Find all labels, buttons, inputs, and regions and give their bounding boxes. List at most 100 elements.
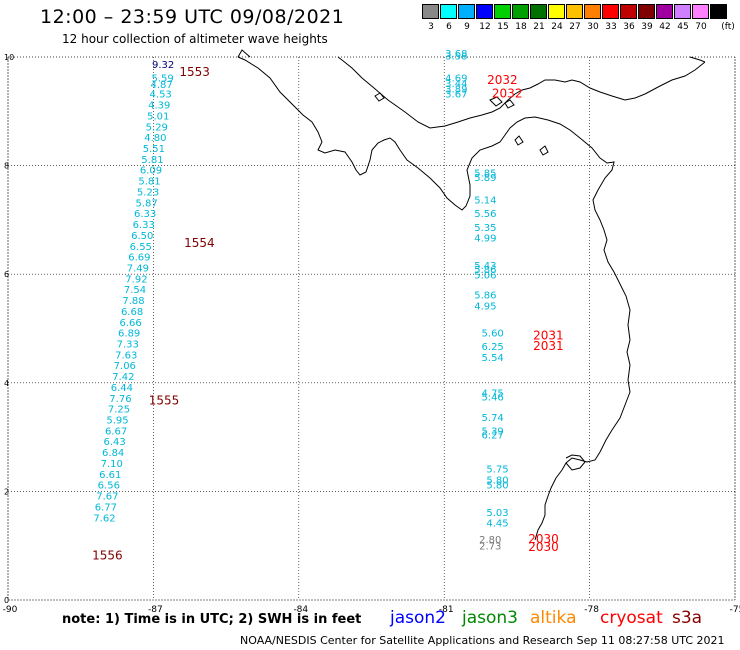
time-label: 1555 — [149, 394, 180, 408]
legend-swatch — [710, 4, 727, 19]
swh-label: 6.33 — [134, 209, 156, 220]
legend-swatch — [584, 4, 601, 19]
legend-swatch — [494, 4, 511, 19]
y-tick-label: 8 — [4, 162, 9, 171]
satellite-label-altika: altika — [530, 608, 577, 628]
map-frame — [7, 56, 736, 601]
legend-label: 33 — [605, 22, 617, 32]
legend-label: 27 — [569, 22, 581, 32]
time-label: 2031 — [533, 328, 564, 342]
map-title: 12:00 – 23:59 UTC 09/08/2021 — [40, 6, 345, 28]
swh-label: 7.63 — [115, 350, 137, 361]
swh-label: 6.68 — [121, 307, 143, 318]
swh-label: 7.49 — [127, 263, 149, 274]
legend-swatch — [512, 4, 529, 19]
swh-label: 4.75 — [482, 388, 504, 399]
y-tick-label: 0 — [4, 596, 9, 605]
y-tick-label: 10 — [4, 53, 14, 62]
swh-label: 6.33 — [133, 220, 155, 231]
credit-line: NOAA/NESDIS Center for Satellite Applica… — [240, 634, 725, 647]
legend-swatch — [620, 4, 637, 19]
swh-label: 4.45 — [486, 519, 508, 530]
time-label: 1553 — [179, 65, 210, 79]
swh-label: 4.69 — [445, 73, 467, 84]
time-label: 2030 — [528, 540, 559, 554]
lat-lon-grid: -90 -87 -84 -81 -78 -75 0 2 4 6 8 10 — [3, 53, 740, 615]
swh-label: 3.68 — [445, 49, 467, 60]
swh-label: 4.95 — [474, 301, 496, 312]
swh-label: 4.53 — [150, 90, 172, 101]
swh-label: 5.80 — [486, 475, 508, 486]
time-label: 2032 — [487, 73, 518, 87]
swh-label: 7.92 — [125, 274, 147, 285]
legend-swatch — [692, 4, 709, 19]
swh-label: 2.73 — [479, 542, 501, 553]
swh-label: 5.54 — [482, 353, 504, 364]
swh-label: 5.74 — [482, 413, 504, 424]
x-tick-label: -75 — [730, 605, 740, 615]
legend-label: 15 — [497, 22, 509, 32]
swh-label: 6.77 — [95, 502, 117, 513]
time-label: 2031 — [533, 339, 564, 353]
swh-label: 4.39 — [148, 101, 170, 112]
legend-label: 12 — [479, 22, 491, 32]
swh-label: 5.01 — [147, 111, 169, 122]
swh-label: 5.81 — [138, 177, 160, 188]
swh-label: 6.09 — [140, 166, 162, 177]
swh-label: 3.67 — [445, 90, 467, 101]
coastline — [237, 49, 706, 541]
swh-label: 6.43 — [103, 437, 125, 448]
legend-label: 36 — [623, 22, 635, 32]
swh-label: 5.03 — [486, 508, 508, 519]
x-tick-label: -81 — [439, 605, 454, 615]
swh-label: 7.33 — [117, 340, 139, 351]
swh-label: 6.67 — [105, 426, 127, 437]
swh-label: 5.29 — [146, 122, 168, 133]
legend-swatch — [422, 4, 439, 19]
swh-label: 6.61 — [99, 470, 121, 481]
legend-label: 18 — [515, 22, 527, 32]
legend-swatch — [602, 4, 619, 19]
swh-label: 5.81 — [141, 155, 163, 166]
swh-label: 5.86 — [474, 265, 496, 276]
swh-label: 5.51 — [143, 144, 165, 155]
legend-swatch — [440, 4, 457, 19]
time-label: 1554 — [184, 236, 215, 250]
swh-label: 7.67 — [96, 492, 118, 503]
y-tick-label: 4 — [4, 379, 9, 388]
legend-swatch — [656, 4, 673, 19]
satellite-label-cryosat: cryosat — [600, 608, 663, 628]
swh-label: 6.66 — [119, 318, 141, 329]
y-tick-label: 6 — [4, 270, 9, 279]
panama-bay-islands-path — [374, 92, 549, 156]
swh-label: 5.46 — [482, 393, 504, 404]
caribbean-coast-north-path — [237, 49, 706, 63]
swh-label: 6.25 — [482, 342, 504, 353]
swh-label: 5.14 — [474, 196, 496, 207]
legend-label: 24 — [551, 22, 563, 32]
caribbean-coast-path — [341, 59, 706, 129]
swh-label: 2.80 — [479, 535, 501, 546]
swh-label: 5.43 — [474, 261, 496, 272]
swh-label: 7.10 — [101, 459, 123, 470]
swh-label: 5.86 — [474, 291, 496, 302]
legend-unit-label: (ft) — [721, 22, 735, 32]
swh-label: 6.44 — [111, 383, 133, 394]
legend-swatch — [566, 4, 583, 19]
satellite-label-jason2: jason2 — [390, 608, 446, 628]
legend-swatch — [458, 4, 475, 19]
swh-label: 4.99 — [474, 234, 496, 245]
swh-label: 5.85 — [474, 168, 496, 179]
swh-label: 9.32 — [152, 60, 174, 71]
swh-label: 7.42 — [112, 372, 134, 383]
y-tick-label: 2 — [4, 487, 9, 496]
swh-label: 5.59 — [151, 73, 173, 84]
swh-label: 7.76 — [109, 394, 131, 405]
swh-label: 5.39 — [482, 426, 504, 437]
swh-label: 5.35 — [474, 223, 496, 234]
swh-label: 6.89 — [118, 329, 140, 340]
legend-swatch — [530, 4, 547, 19]
swh-label: 3.44 — [445, 79, 467, 90]
swh-label: 6.55 — [130, 242, 152, 253]
